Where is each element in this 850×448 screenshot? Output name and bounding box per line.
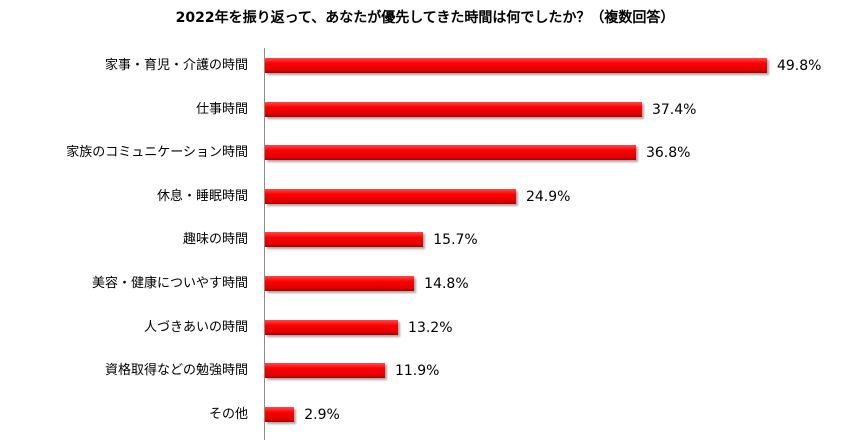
category-label: 家事・育児・介護の時間 xyxy=(104,58,248,73)
category-label: 仕事時間 xyxy=(195,101,248,117)
value-label: 49.8% xyxy=(776,58,822,74)
value-label: 13.2% xyxy=(408,319,453,336)
category-label: 人づきあいの時間 xyxy=(143,319,248,335)
bar xyxy=(265,276,415,291)
category-label: 家族のコミュニケーション時間 xyxy=(66,145,248,161)
bar xyxy=(265,58,767,73)
value-label: 24.9% xyxy=(525,188,571,205)
bar xyxy=(265,406,295,422)
chart-title: 2022年を振り返って、あなたが優先してきた時間は何でしたか？（複数回答） xyxy=(175,10,675,26)
bar xyxy=(265,319,399,335)
bar-row: 資格取得などの勉強時間 11.9% xyxy=(0,361,850,381)
value-label: 37.4% xyxy=(651,101,697,118)
bar xyxy=(265,145,636,161)
bar xyxy=(265,363,385,379)
category-label: 資格取得などの勉強時間 xyxy=(104,363,248,379)
value-label: 11.9% xyxy=(394,363,440,380)
value-label: 15.7% xyxy=(433,232,478,249)
bar-row: 美容・健康についやす時間 14.8% xyxy=(0,274,850,294)
value-label: 14.8% xyxy=(424,276,469,292)
bar-row: その他 2.9% xyxy=(0,405,850,425)
value-label: 2.9% xyxy=(304,406,340,423)
bar xyxy=(265,101,642,117)
bar xyxy=(265,232,424,248)
bar-row: 人づきあいの時間 13.2% xyxy=(0,318,850,338)
value-label: 36.8% xyxy=(645,145,691,162)
bar-row: 休息・睡眠時間 24.9% xyxy=(0,187,850,207)
bar-row: 家事・育児・介護の時間 49.8% xyxy=(0,56,850,76)
category-label: 美容・健康についやす時間 xyxy=(91,276,248,291)
bar xyxy=(265,188,516,204)
category-label: その他 xyxy=(208,406,248,422)
category-label: 休息・睡眠時間 xyxy=(156,188,248,204)
bar-row: 趣味の時間 15.7% xyxy=(0,230,850,250)
category-label: 趣味の時間 xyxy=(182,232,248,248)
bar-row: 家族のコミュニケーション時間 36.8% xyxy=(0,143,850,163)
y-axis-line xyxy=(264,48,265,440)
bar-row: 仕事時間 37.4% xyxy=(0,100,850,120)
